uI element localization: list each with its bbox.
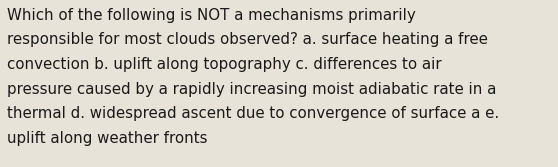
Text: uplift along weather fronts: uplift along weather fronts <box>7 131 208 146</box>
Text: Which of the following is NOT a mechanisms primarily: Which of the following is NOT a mechanis… <box>7 8 416 23</box>
Text: convection b. uplift along topography c. differences to air: convection b. uplift along topography c.… <box>7 57 442 72</box>
Text: pressure caused by a rapidly increasing moist adiabatic rate in a: pressure caused by a rapidly increasing … <box>7 82 497 97</box>
Text: thermal d. widespread ascent due to convergence of surface a e.: thermal d. widespread ascent due to conv… <box>7 106 499 121</box>
Text: responsible for most clouds observed? a. surface heating a free: responsible for most clouds observed? a.… <box>7 32 488 47</box>
